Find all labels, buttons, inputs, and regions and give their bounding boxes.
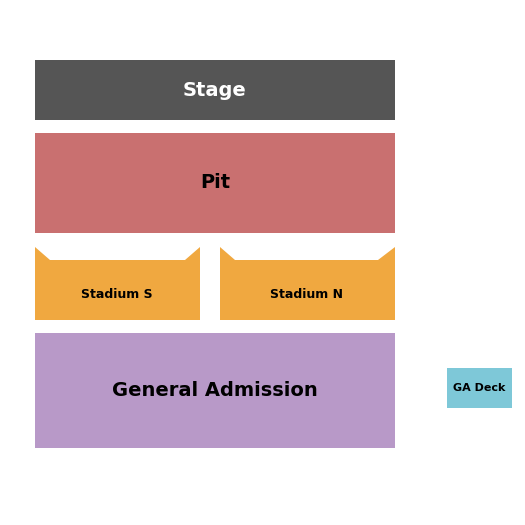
Bar [447, 368, 512, 408]
Bar [35, 133, 395, 233]
Text: Stadium S: Stadium S [81, 289, 153, 301]
Bar [35, 60, 395, 120]
Text: Stage: Stage [183, 80, 247, 100]
Bar [35, 333, 395, 448]
Polygon shape [220, 247, 395, 320]
Text: Pit: Pit [200, 173, 230, 193]
Text: Stadium N: Stadium N [270, 289, 343, 301]
Text: GA Deck: GA Deck [453, 383, 506, 393]
Text: General Admission: General Admission [112, 381, 318, 400]
Polygon shape [35, 247, 200, 320]
